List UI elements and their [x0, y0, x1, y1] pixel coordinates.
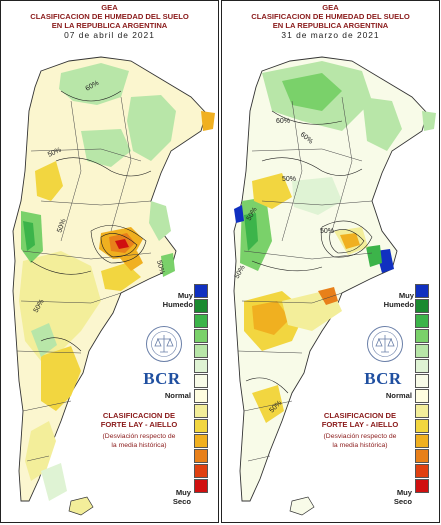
wet-zone [366, 245, 382, 267]
classification-note-line1: (Desviación respecto de [323, 433, 397, 440]
legend-swatch [415, 344, 429, 358]
org-label: GEA [322, 3, 339, 12]
contour-label: 50% [155, 260, 165, 275]
dry-zone [252, 301, 290, 335]
legend-swatch [415, 389, 429, 403]
wet-zone [149, 201, 171, 241]
wet-zone [282, 73, 342, 111]
map-date: 07 de abril de 2021 [64, 30, 155, 40]
contour-label: 50% [320, 228, 334, 235]
legend-swatch [194, 344, 208, 358]
contour-lines [30, 90, 152, 352]
legend-swatch [415, 314, 429, 328]
legend-top-label: Muy Humedo [383, 291, 414, 309]
classification-title-line2: FORTE LAY - AIELLO [321, 420, 399, 429]
map-date: 31 de marzo de 2021 [281, 30, 380, 40]
wet-zone [161, 253, 175, 277]
argentina-map-right: 60% 60% 50% 50% 50% 50% 50% [233, 56, 436, 516]
legend-swatch [194, 389, 208, 403]
legend-swatch [194, 404, 208, 418]
argentina-map-left: 60% 50% 50% 50% 50% [12, 56, 215, 516]
dry-zone [35, 161, 63, 201]
legend-swatch [194, 314, 208, 328]
dry-zone [318, 287, 338, 305]
legend-swatch [194, 329, 208, 343]
province-borders [16, 96, 152, 462]
classification-title: CLASIFICACION DE FORTE LAY - AIELLO [85, 411, 193, 429]
legend-bottom-label: Muy Seco [172, 488, 191, 506]
legend-swatch [415, 464, 429, 478]
legend-swatch [194, 419, 208, 433]
legend-swatch [415, 449, 429, 463]
legend-swatch [194, 299, 208, 313]
wet-zone [244, 213, 258, 251]
legend-middle-label: Normal [385, 391, 412, 400]
legend-top-label: Muy Humedo [162, 291, 193, 309]
contour-label: 60% [276, 118, 290, 125]
legend-swatch [415, 419, 429, 433]
map-title-line2: EN LA REPUBLICA ARGENTINA [272, 21, 389, 30]
bcr-logo: BCR [143, 369, 181, 388]
wet-zone [127, 95, 176, 161]
dry-zone [252, 385, 284, 423]
wet-zone [422, 111, 436, 131]
contour-lines [245, 110, 373, 394]
legend-bottom-label: Muy Seco [393, 488, 412, 506]
wet-zone [201, 111, 215, 131]
legend-middle-label: Normal [164, 391, 191, 400]
wet-zone [292, 177, 342, 215]
wet-zone [23, 221, 35, 251]
org-label: GEA [101, 3, 118, 12]
legend-swatch [194, 374, 208, 388]
legend-swatch [415, 299, 429, 313]
island [68, 496, 94, 516]
classification-note-line2: la media histórica) [332, 441, 388, 449]
wet-zone [59, 63, 129, 105]
classification-note: (Desviación respecto de la media históri… [85, 433, 193, 450]
classification-title-line1: CLASIFICACION DE [102, 411, 176, 420]
legend-swatch [415, 329, 429, 343]
classification-title-line2: FORTE LAY - AIELLO [100, 420, 178, 429]
classification-title: CLASIFICACION DE FORTE LAY - AIELLO [306, 411, 414, 429]
legend-swatch [415, 479, 429, 493]
legend-colorbar [194, 284, 208, 494]
legend-swatch [415, 359, 429, 373]
wet-zone [41, 463, 67, 501]
legend-swatch [415, 374, 429, 388]
map-title-line1: CLASIFICACION DE HUMEDAD DEL SUELO [251, 12, 410, 21]
very-dry-zone [115, 239, 129, 249]
map-title-line2: EN LA REPUBLICA ARGENTINA [51, 21, 168, 30]
classification-note: (Desviación respecto de la media históri… [306, 433, 414, 450]
contour-label: 50% [282, 176, 296, 183]
legend-swatch [194, 449, 208, 463]
bcr-logo: BCR [364, 369, 402, 388]
legend-swatch [415, 284, 429, 298]
dry-zone [340, 233, 360, 249]
wet-zone [31, 323, 57, 357]
legend-swatch [415, 434, 429, 448]
island [289, 496, 315, 516]
seal-icon [367, 326, 403, 362]
legend-swatch [194, 434, 208, 448]
map-title-line1: CLASIFICACION DE HUMEDAD DEL SUELO [30, 12, 189, 21]
wet-zone [362, 97, 402, 151]
dry-zone [252, 173, 292, 209]
classification-title-line1: CLASIFICACION DE [323, 411, 397, 420]
map-panel-left: GEA CLASIFICACION DE HUMEDAD DEL SUELO E… [0, 0, 219, 523]
map-panel-right: GEA CLASIFICACION DE HUMEDAD DEL SUELO E… [221, 0, 440, 523]
classification-note-line1: (Desviación respecto de [102, 433, 176, 440]
dry-zone [41, 346, 81, 411]
legend-swatch [415, 404, 429, 418]
seal-icon [146, 326, 182, 362]
wet-zone [81, 129, 131, 167]
legend-swatch [194, 284, 208, 298]
wet-zone [234, 205, 244, 223]
legend-swatch [194, 479, 208, 493]
legend-swatch [194, 359, 208, 373]
contour-label: 50% [56, 218, 67, 234]
classification-note-line2: la media histórica) [111, 441, 167, 449]
legend-swatch [194, 464, 208, 478]
legend-colorbar [415, 284, 429, 494]
dry-zone [25, 421, 56, 481]
